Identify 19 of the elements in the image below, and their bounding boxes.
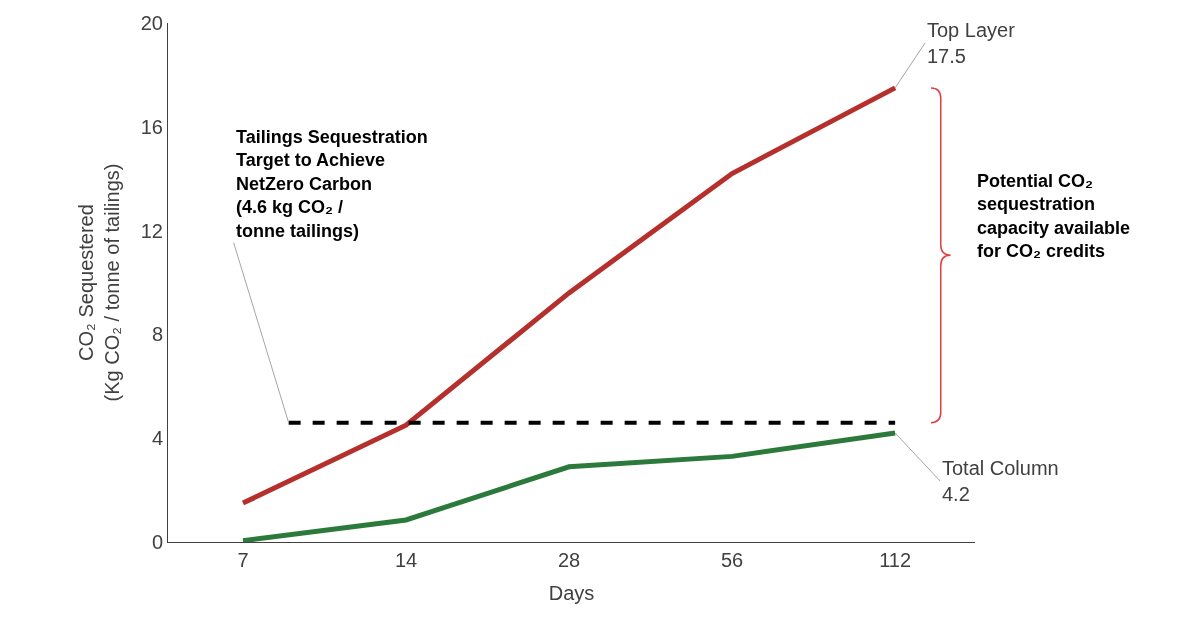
- y-tick-label: 12: [140, 219, 163, 242]
- y-tick-label: 0: [151, 531, 163, 553]
- data-label: 17.5: [927, 45, 966, 67]
- y-axis-title: CO₂ Sequestered (Kg CO₂ / tonne of tailings): [75, 163, 124, 402]
- text: Total Column: [942, 457, 1059, 479]
- x-tick-label: 28: [557, 549, 581, 571]
- y-tick-label: 20: [140, 12, 163, 34]
- x-tick-label: 7: [237, 549, 249, 571]
- x-tick-label: 112: [879, 549, 912, 571]
- text: Potential CO₂ sequestration capacity available for CO₂ credits: [977, 171, 1131, 262]
- y-tick-label: 8: [151, 323, 163, 346]
- x-tick-label: 14: [394, 549, 418, 571]
- x-axis-title: Days: [548, 581, 595, 604]
- data-label: 4.2: [942, 483, 970, 505]
- text: Top Layer: [927, 19, 1016, 41]
- y-tick-label: 16: [140, 115, 163, 138]
- x-tick-label: 56: [720, 549, 744, 571]
- ref-line-label: Tailings Sequestration Target to Achieve NetZero Carbon (4.6 kg CO₂ / tonne tailings): [236, 127, 428, 241]
- y-tick-label: 4: [151, 427, 163, 450]
